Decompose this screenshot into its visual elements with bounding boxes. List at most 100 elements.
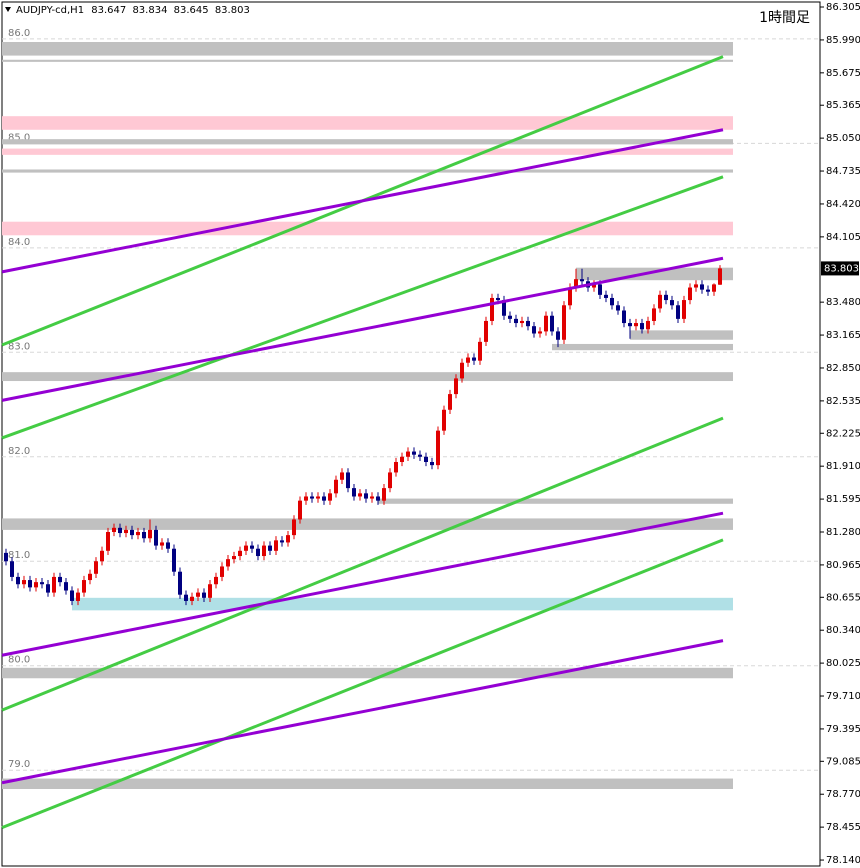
candle-body: [28, 580, 32, 588]
candle-body: [712, 284, 716, 292]
inner-tick-label: 85.0: [8, 132, 30, 143]
zone: [2, 148, 733, 155]
candle-body: [100, 550, 104, 562]
close: 83.803: [215, 5, 250, 16]
y-tick-label: 81.910: [826, 461, 860, 472]
candle-body: [40, 582, 44, 585]
y-tick-label: 79.395: [826, 724, 860, 735]
zone: [2, 42, 733, 56]
inner-tick-label: 84.0: [8, 237, 30, 248]
plot-frame: [1, 1, 821, 867]
candle-body: [322, 496, 326, 501]
candle-body: [274, 540, 278, 551]
candle-body: [466, 357, 470, 363]
zone: [378, 498, 733, 504]
y-tick-label: 80.965: [826, 560, 860, 571]
candle-body: [118, 527, 122, 534]
candle-body: [376, 496, 380, 501]
y-tick-label: 80.025: [826, 658, 860, 669]
candle-body: [622, 310, 626, 324]
candle-body: [232, 556, 236, 560]
candle-body: [334, 479, 338, 494]
candle-body: [76, 592, 80, 601]
y-tick-label: 78.770: [826, 789, 860, 800]
candle-body: [268, 545, 272, 551]
zone: [2, 372, 733, 382]
candle-body: [346, 472, 350, 489]
candle-body: [412, 451, 416, 455]
candle-body: [190, 596, 194, 601]
candle-body: [568, 287, 572, 306]
candle-body: [676, 305, 680, 319]
candle-body: [496, 297, 500, 301]
candle-body: [358, 493, 362, 497]
candle-body: [430, 461, 434, 466]
candle-body: [136, 531, 140, 536]
zone: [552, 343, 733, 351]
candle-body: [598, 284, 602, 295]
candle-body: [514, 318, 518, 324]
candle-body: [52, 576, 56, 593]
candle-body: [112, 527, 116, 532]
candle-body: [10, 561, 14, 577]
candle-body: [646, 320, 650, 330]
candle-body: [436, 430, 440, 466]
candle-body: [574, 279, 578, 288]
candle-body: [502, 300, 506, 316]
candle-body: [244, 545, 248, 551]
trend-line: [1, 639, 724, 785]
candle-body: [550, 315, 554, 332]
candle-body: [580, 279, 584, 282]
high: 83.834: [132, 5, 167, 16]
inner-tick-label: 83.0: [8, 341, 30, 352]
candle-body: [280, 540, 284, 543]
candle-body: [256, 548, 260, 557]
candle-body: [220, 566, 224, 577]
zone: [2, 221, 733, 236]
menu-triangle[interactable]: [5, 7, 11, 12]
candle-body: [124, 529, 128, 534]
trend-line: [1, 256, 724, 402]
trend-line: [1, 416, 724, 712]
y-tick-label: 86.305: [826, 2, 860, 13]
zone: [2, 667, 733, 679]
candle-body: [454, 378, 458, 395]
candle-body: [628, 323, 632, 327]
zone: [2, 778, 733, 790]
candle-body: [304, 496, 308, 501]
candle-body: [658, 294, 662, 309]
price-box: [821, 261, 859, 276]
timeframe: 1時間足: [759, 10, 810, 26]
candle-body: [634, 323, 638, 327]
candle-body: [106, 531, 110, 551]
candle-body: [508, 315, 512, 319]
candle-body: [34, 582, 38, 588]
candle-body: [520, 320, 524, 324]
candle-body: [4, 552, 8, 562]
y-tick-label: 85.050: [826, 133, 860, 144]
candle-body: [364, 493, 368, 499]
candle-body: [70, 590, 74, 601]
candle-body: [352, 488, 356, 497]
candle-body: [472, 357, 476, 361]
trend-line: [1, 511, 724, 657]
symbol: AUDJPY-cd,H1: [16, 5, 84, 16]
y-tick-label: 81.595: [826, 494, 860, 505]
y-tick-label: 85.365: [826, 100, 860, 111]
y-tick-label: 83.480: [826, 297, 860, 308]
candle-body: [250, 545, 254, 549]
candle-body: [214, 576, 218, 585]
candle-body: [526, 320, 530, 327]
inner-tick-label: 81.0: [8, 550, 30, 561]
candle-body: [592, 284, 596, 288]
candle-body: [184, 594, 188, 601]
candle-body: [406, 451, 410, 457]
candle-body: [262, 545, 266, 557]
candle-body: [604, 294, 608, 298]
candle-body: [706, 289, 710, 292]
trend-line: [1, 538, 724, 830]
candle-body: [82, 580, 86, 593]
candle-body: [370, 496, 374, 499]
candle-body: [382, 488, 386, 501]
